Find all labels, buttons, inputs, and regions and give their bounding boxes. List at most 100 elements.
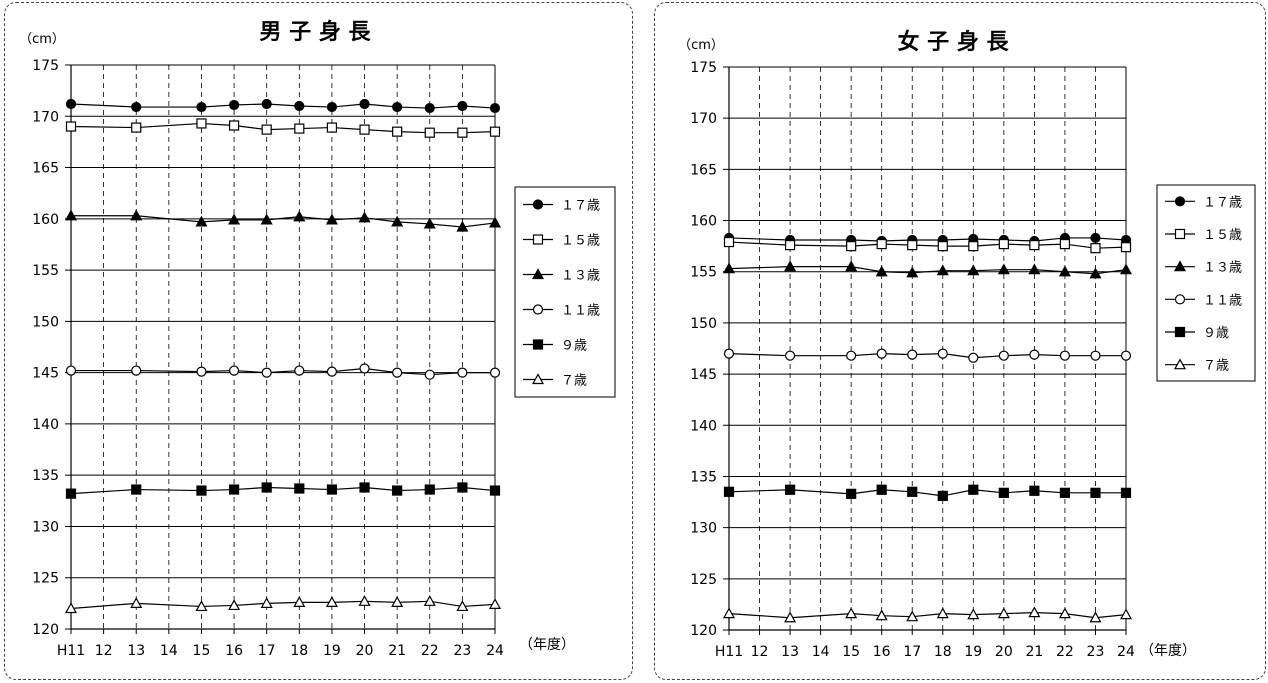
- legend-label: １７歳: [561, 199, 600, 214]
- data-point: [228, 599, 241, 611]
- x-axis-label: （年度）: [1140, 643, 1196, 659]
- chart-panel-female: 女 子 身 長 （cm） 175 170 165 160 155 150 145 140 135 13…: [654, 2, 1266, 680]
- y-tick-label: 120: [32, 622, 59, 638]
- x-tick-label: 24: [1117, 644, 1135, 660]
- y-tick-label: 140: [32, 417, 59, 433]
- data-point: [326, 366, 338, 377]
- data-point: [424, 102, 435, 114]
- y-tick-label: 175: [32, 58, 59, 74]
- data-point: [1120, 487, 1132, 498]
- y-unit-label: （cm）: [678, 38, 724, 53]
- y-tick-label: 160: [690, 214, 717, 230]
- data-point: [391, 596, 404, 607]
- data-point: [358, 595, 371, 606]
- series-2: [722, 260, 1133, 279]
- data-point: [261, 482, 272, 493]
- data-point: [358, 211, 371, 223]
- data-point: [457, 100, 468, 112]
- data-point: [1058, 265, 1071, 277]
- data-point: [293, 596, 306, 607]
- data-point: [1059, 487, 1071, 498]
- x-tick-label: 14: [160, 643, 178, 659]
- data-point: [875, 265, 888, 277]
- series-line: [71, 367, 495, 376]
- x-tick-label: 16: [225, 643, 243, 659]
- data-point: [937, 348, 948, 359]
- data-point: [130, 597, 143, 608]
- y-tick-label: 150: [32, 314, 59, 330]
- data-point: [423, 217, 436, 229]
- data-point: [326, 484, 338, 495]
- data-point: [260, 597, 273, 608]
- x-tick-label: 21: [388, 643, 406, 659]
- legend: １７歳 １５歳 １３歳 １１歳 ９歳 ７歳: [1156, 184, 1256, 382]
- data-point: [294, 365, 305, 376]
- data-point: [937, 490, 948, 502]
- data-point: [1090, 232, 1101, 244]
- x-tick-label: 18: [290, 643, 308, 659]
- data-point: [65, 488, 77, 499]
- data-point: [131, 122, 142, 133]
- data-point: [1029, 240, 1040, 251]
- series-3: [723, 348, 1132, 363]
- data-point: [968, 484, 979, 495]
- data-point: [196, 485, 207, 496]
- data-point: [65, 121, 77, 132]
- data-point: [195, 215, 208, 227]
- y-tick-label: 170: [32, 109, 59, 125]
- y-tick-label: 130: [32, 519, 59, 535]
- data-point: [967, 264, 980, 276]
- data-point: [228, 365, 240, 376]
- series-line: [70, 486, 496, 495]
- y-tick-label: 125: [32, 571, 59, 587]
- data-point: [1029, 349, 1040, 360]
- data-point: [968, 352, 979, 363]
- legend-label: １５歳: [561, 234, 600, 249]
- data-point: [457, 482, 468, 493]
- data-point: [196, 101, 207, 113]
- data-point: [261, 367, 272, 378]
- data-point: [359, 124, 370, 135]
- data-point: [936, 264, 949, 276]
- x-tick-label: 16: [873, 644, 891, 660]
- data-point: [65, 365, 77, 376]
- data-point: [228, 120, 240, 131]
- data-point: [228, 99, 240, 111]
- data-point: [423, 595, 436, 606]
- data-point: [294, 483, 305, 494]
- legend-marker: [1173, 358, 1187, 370]
- data-point: [424, 484, 435, 495]
- legend-label: １１歳: [561, 304, 600, 319]
- data-point: [64, 602, 78, 614]
- data-point: [392, 126, 403, 137]
- y-tick-label: 125: [690, 572, 717, 588]
- data-point: [457, 367, 468, 378]
- x-tick-label: 12: [95, 643, 113, 659]
- data-point: [131, 101, 142, 113]
- y-tick-label: 145: [32, 366, 59, 382]
- data-point: [424, 369, 435, 380]
- y-tick-label: 160: [32, 212, 59, 228]
- data-point: [936, 607, 949, 619]
- legend-label: ９歳: [561, 339, 587, 354]
- data-point: [359, 363, 370, 374]
- data-point: [784, 611, 797, 623]
- legend-label: １７歳: [1203, 195, 1242, 210]
- x-tick-label: 19: [323, 643, 341, 659]
- data-point: [195, 600, 208, 612]
- data-point: [391, 215, 404, 227]
- data-point: [1028, 263, 1041, 275]
- data-point: [722, 607, 736, 619]
- data-point: [130, 209, 143, 221]
- y-tick-label: 135: [690, 469, 717, 485]
- legend-label: １１歳: [1203, 293, 1242, 308]
- data-point: [968, 241, 979, 252]
- x-tick-label: 17: [258, 643, 276, 659]
- chart-title: 男 子 身 長: [260, 19, 372, 45]
- legend-label: ７歳: [561, 374, 587, 389]
- data-point: [1090, 350, 1101, 361]
- legend-box: [514, 186, 616, 398]
- legend-marker: [1174, 228, 1186, 240]
- data-point: [907, 486, 918, 497]
- y-tick-label: 120: [690, 623, 717, 639]
